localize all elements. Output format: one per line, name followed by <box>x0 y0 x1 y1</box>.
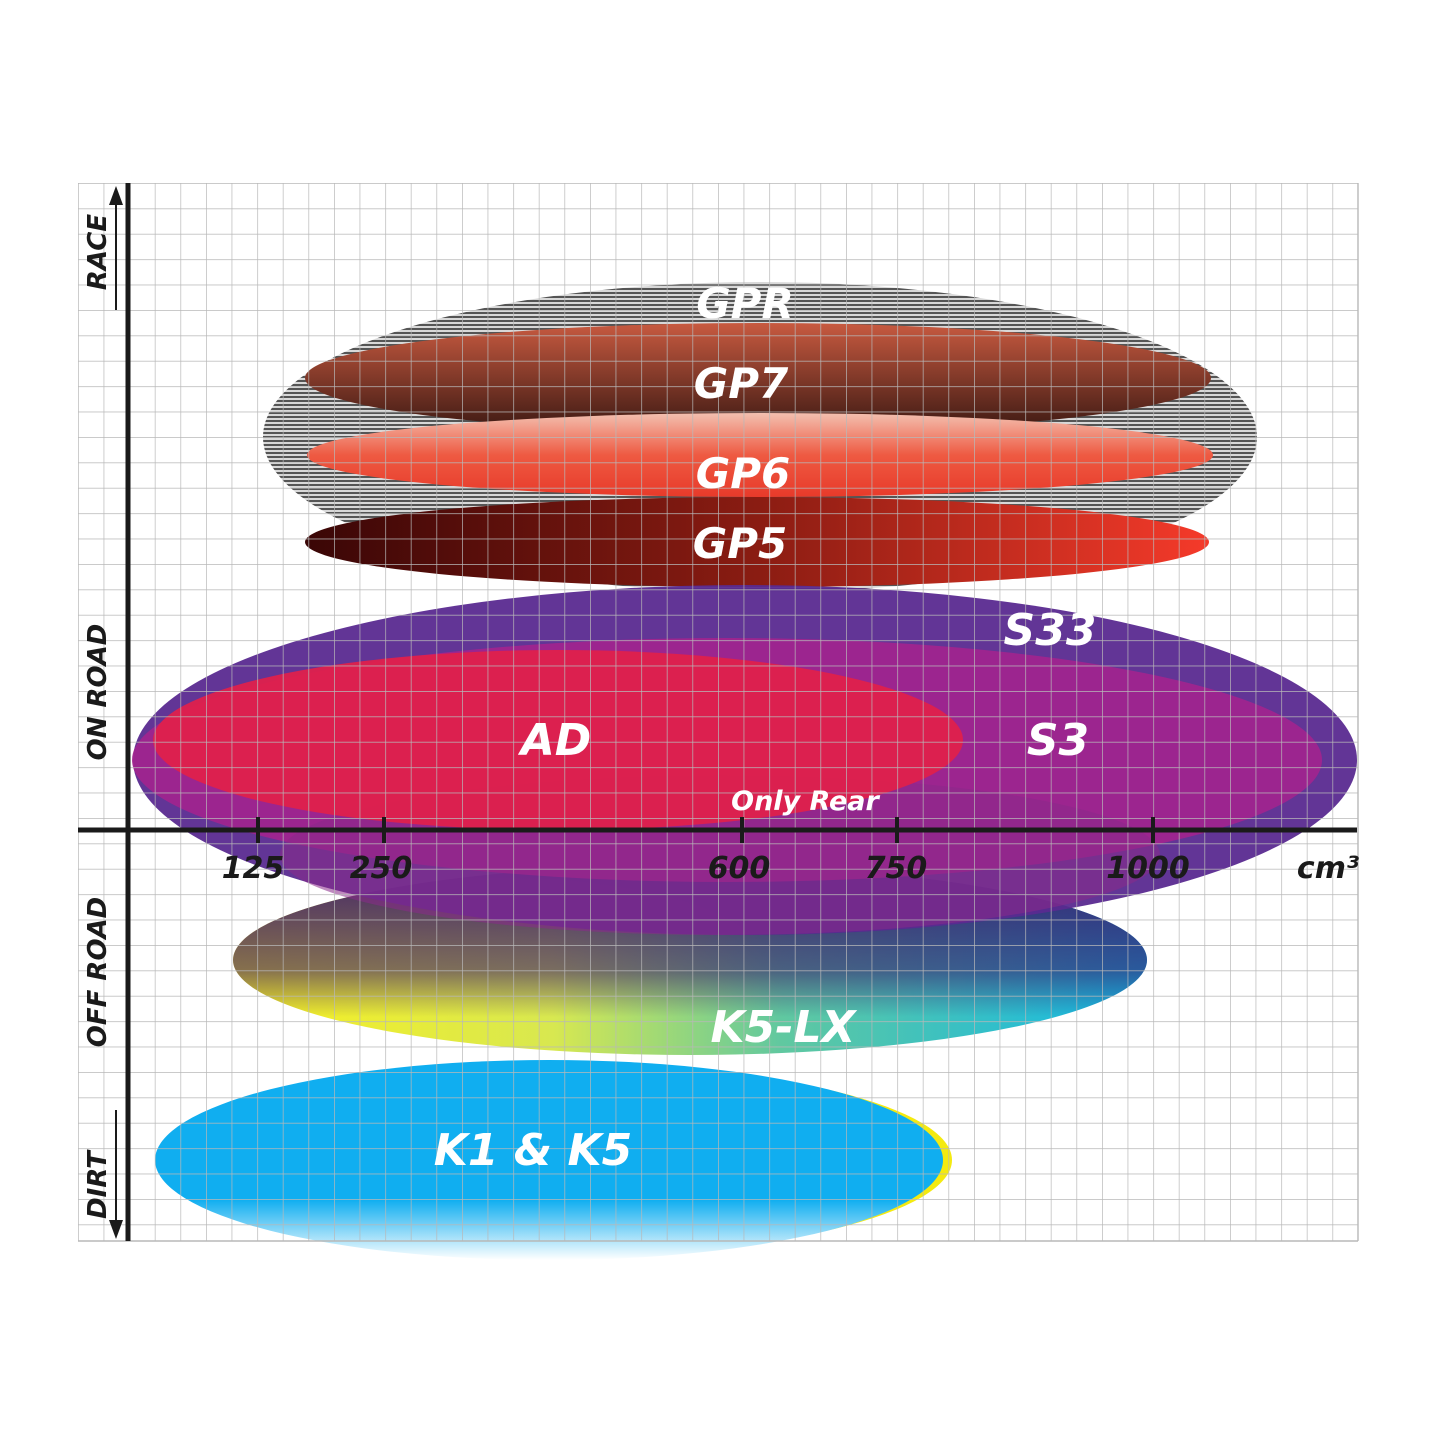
x-tick-label: 125 <box>222 851 285 886</box>
x-ticks <box>256 817 1155 843</box>
label-gp7: GP7 <box>694 359 789 408</box>
label-k5lx: K5-LX <box>711 1002 858 1053</box>
x-tick-label: 1000 <box>1106 851 1190 886</box>
label-only-rear: Only Rear <box>731 786 880 817</box>
y-label-off-road: OFF ROAD <box>83 897 113 1048</box>
label-k1k5: K1 & K5 <box>434 1125 632 1176</box>
x-tick-label: 600 <box>708 851 771 886</box>
label-gpr: GPR <box>696 279 794 328</box>
y-label-dirt: DIRT <box>83 1149 113 1219</box>
label-gp6: GP6 <box>696 449 790 498</box>
label-s3: S3 <box>1027 715 1089 766</box>
x-tick-label: 750 <box>865 851 928 886</box>
label-ad: AD <box>518 715 592 766</box>
x-tick-label: 250 <box>350 851 413 886</box>
label-s33: S33 <box>1004 605 1097 656</box>
y-label-on-road: ON ROAD <box>83 624 113 761</box>
down-arrow-icon <box>109 1110 123 1239</box>
label-gp5: GP5 <box>693 519 787 568</box>
grid <box>78 183 1358 1241</box>
y-label-race: RACE <box>83 214 113 290</box>
x-unit-label: cm³ <box>1297 851 1359 886</box>
up-arrow-icon <box>109 186 123 310</box>
